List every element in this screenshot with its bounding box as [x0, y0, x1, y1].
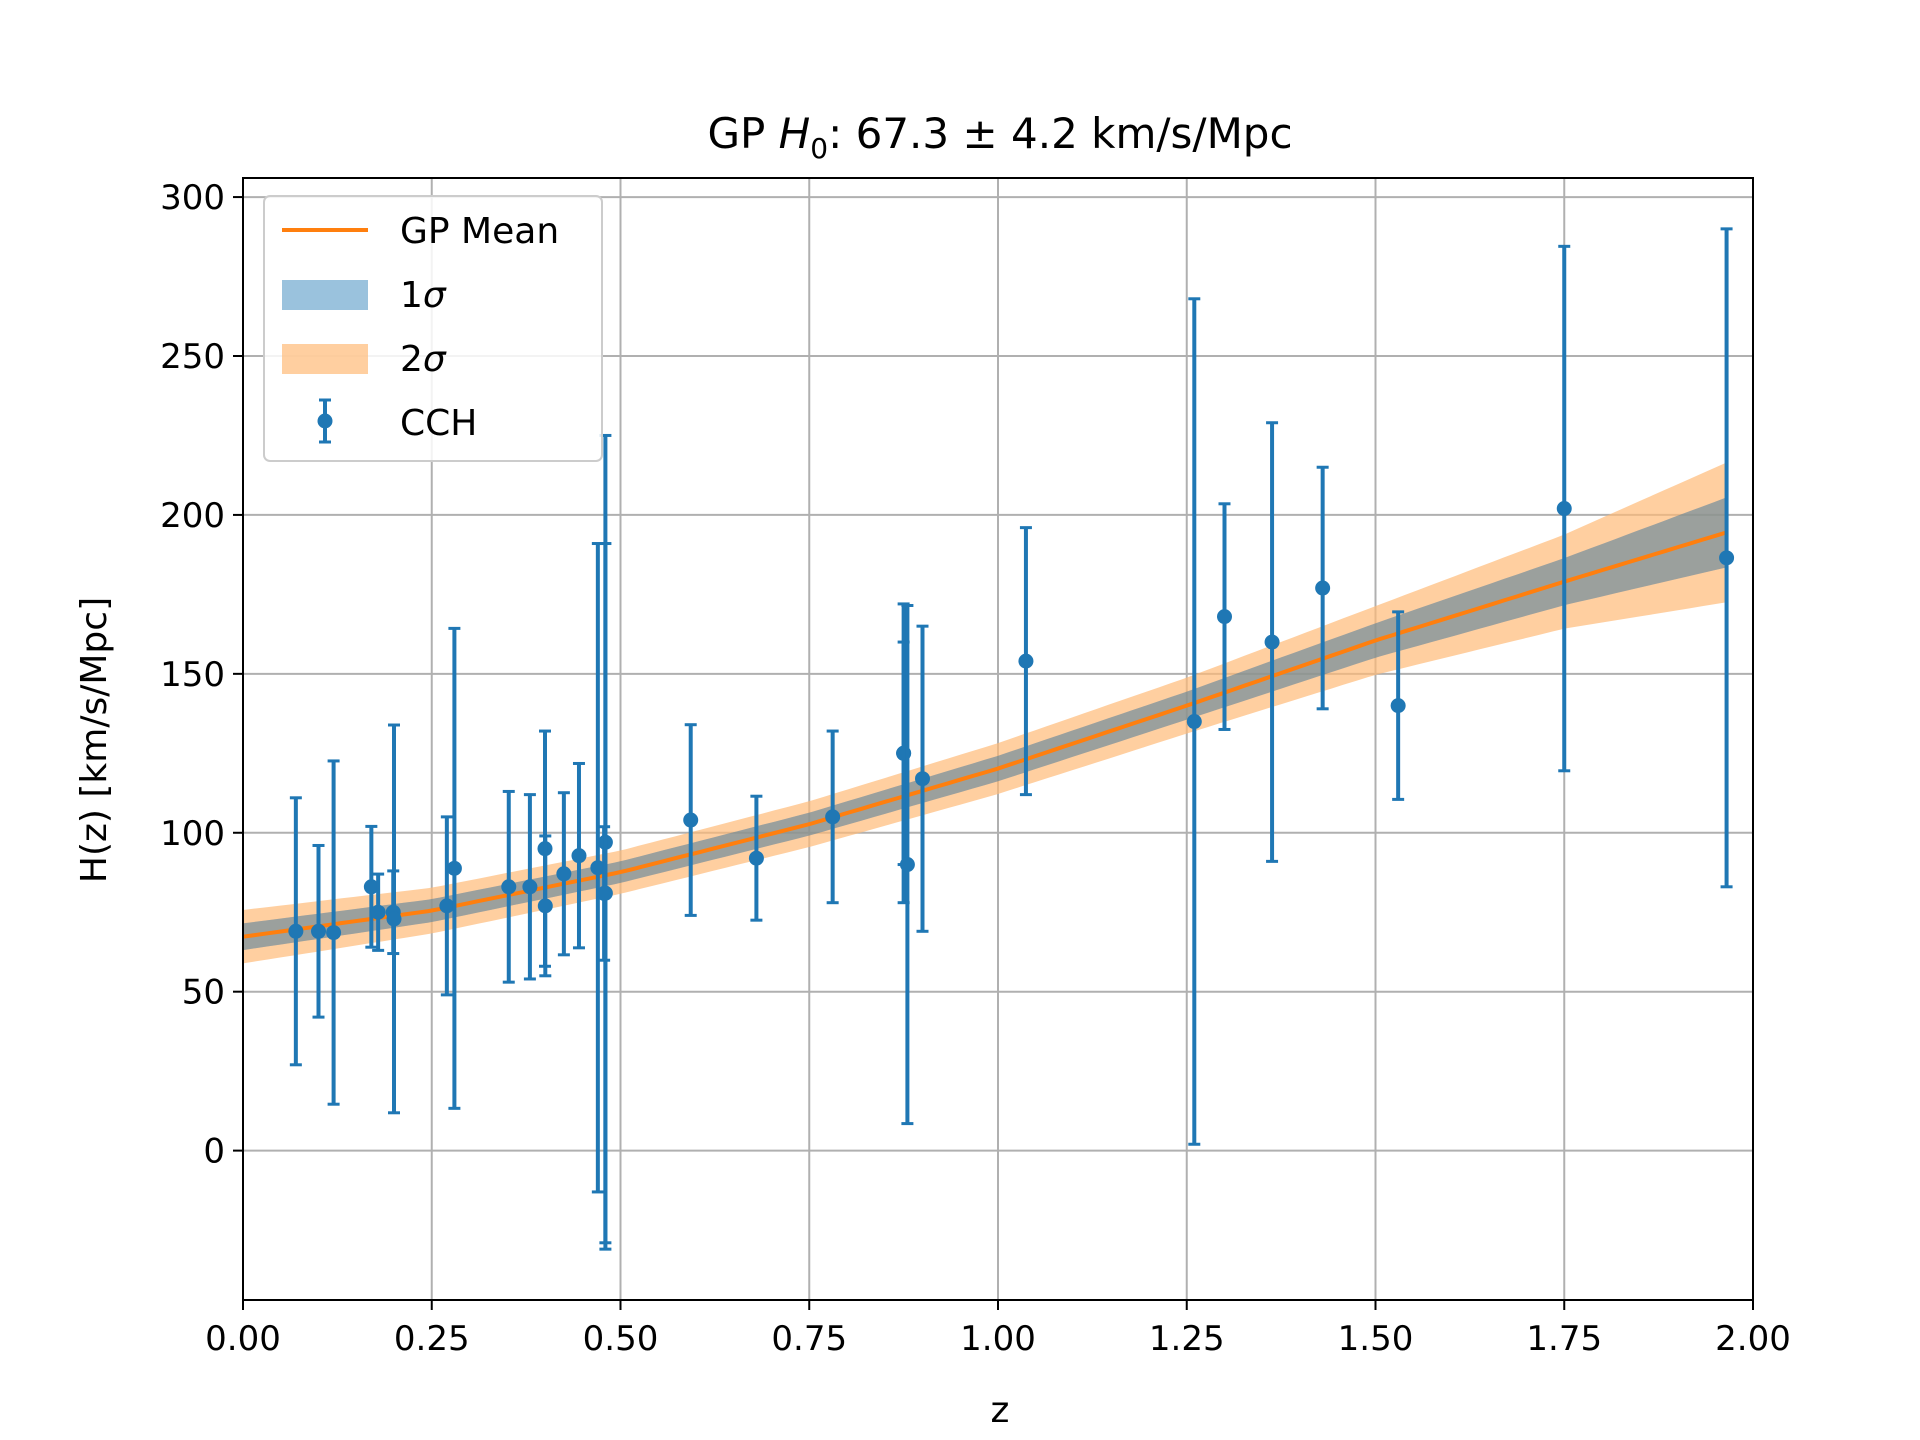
cch-point: [1719, 550, 1735, 566]
cch-point: [522, 879, 538, 895]
y-tick-label: 100: [160, 814, 225, 854]
grid: [242, 178, 1754, 1300]
cch-point: [288, 923, 304, 939]
axis-ticks: 0.00 0.25 0.50 0.75 1.00 1.25 1.50 1.75 2.00 0 50 1…: [160, 178, 1791, 1359]
cch-point: [1264, 634, 1280, 650]
legend-label-1sigma-symbol: σ: [423, 275, 447, 316]
chart-title-suffix: : 67.3 ± 4.2 km/s/Mpc: [828, 109, 1292, 158]
y-tick-label: 250: [160, 337, 225, 377]
chart-title-subscript: 0: [810, 132, 828, 165]
cch-point: [597, 885, 613, 901]
legend-swatch-1sigma: [282, 280, 368, 310]
cch-point: [1556, 501, 1572, 517]
cch-point: [501, 879, 517, 895]
cch-point: [1186, 714, 1202, 730]
legend-swatch-2sigma: [282, 344, 368, 374]
cch-point: [683, 812, 699, 828]
cch-point: [326, 925, 342, 941]
cch-point: [446, 860, 462, 876]
gp-2sigma-band: [243, 462, 1727, 964]
cch-point: [537, 898, 553, 914]
y-tick-label: 0: [203, 1132, 225, 1172]
cch-point: [915, 771, 930, 787]
legend-label-gp-mean: GP Mean: [400, 211, 559, 252]
cch-point: [571, 848, 587, 864]
y-axis-label: H(z) [km/s/Mpc]: [74, 597, 115, 883]
x-tick-label: 0.25: [394, 1319, 470, 1359]
x-tick-label: 1.75: [1526, 1319, 1602, 1359]
y-tick-label: 50: [182, 973, 225, 1013]
cch-point: [311, 923, 326, 939]
cch-points-layer: [288, 227, 1735, 1251]
gp-2sigma-band-layer: [243, 462, 1727, 964]
cch-point: [748, 850, 764, 866]
cch-point: [899, 857, 915, 873]
chart-title-prefix: GP: [707, 109, 778, 158]
cch-point: [556, 866, 572, 882]
legend-label-1sigma: 1σ: [400, 275, 447, 316]
x-tick-label: 2.00: [1715, 1319, 1791, 1359]
cch-point: [1018, 653, 1034, 669]
cch-point: [386, 911, 402, 927]
chart-title: GP H0: 67.3 ± 4.2 km/s/Mpc: [707, 109, 1292, 165]
cch-point: [1217, 609, 1232, 625]
legend-label-2sigma: 2σ: [400, 339, 447, 380]
cch-point: [1315, 580, 1331, 596]
chart-title-symbol: H: [779, 109, 811, 158]
legend-box: [263, 195, 603, 462]
cch-point: [363, 879, 379, 895]
x-axis-label: z: [991, 1390, 1010, 1431]
legend: GP Mean 1σ 2σ CCH: [263, 195, 603, 462]
cch-point: [1390, 698, 1406, 714]
x-tick-label: 0.50: [583, 1319, 659, 1359]
x-tick-label: 0.75: [771, 1319, 847, 1359]
x-tick-label: 0.00: [205, 1319, 281, 1359]
y-tick-label: 150: [160, 655, 225, 695]
gp-mean-layer: [242, 530, 1728, 939]
y-tick-label: 300: [160, 178, 225, 218]
legend-cch-point: [317, 413, 333, 429]
legend-label-1sigma-number: 1: [400, 275, 423, 316]
gp-mean-line: [242, 530, 1728, 939]
cch-point: [590, 860, 606, 876]
legend-swatch-cch: [317, 398, 333, 444]
cch-point: [439, 898, 455, 914]
cch-point: [370, 904, 386, 920]
y-tick-label: 200: [160, 496, 225, 536]
legend-label-2sigma-symbol: σ: [423, 339, 447, 380]
legend-label-cch: CCH: [400, 403, 477, 444]
legend-label-2sigma-number: 2: [400, 339, 423, 380]
x-tick-label: 1.00: [960, 1319, 1036, 1359]
cch-point: [825, 809, 841, 825]
x-tick-label: 1.50: [1338, 1319, 1414, 1359]
x-tick-label: 1.25: [1149, 1319, 1225, 1359]
